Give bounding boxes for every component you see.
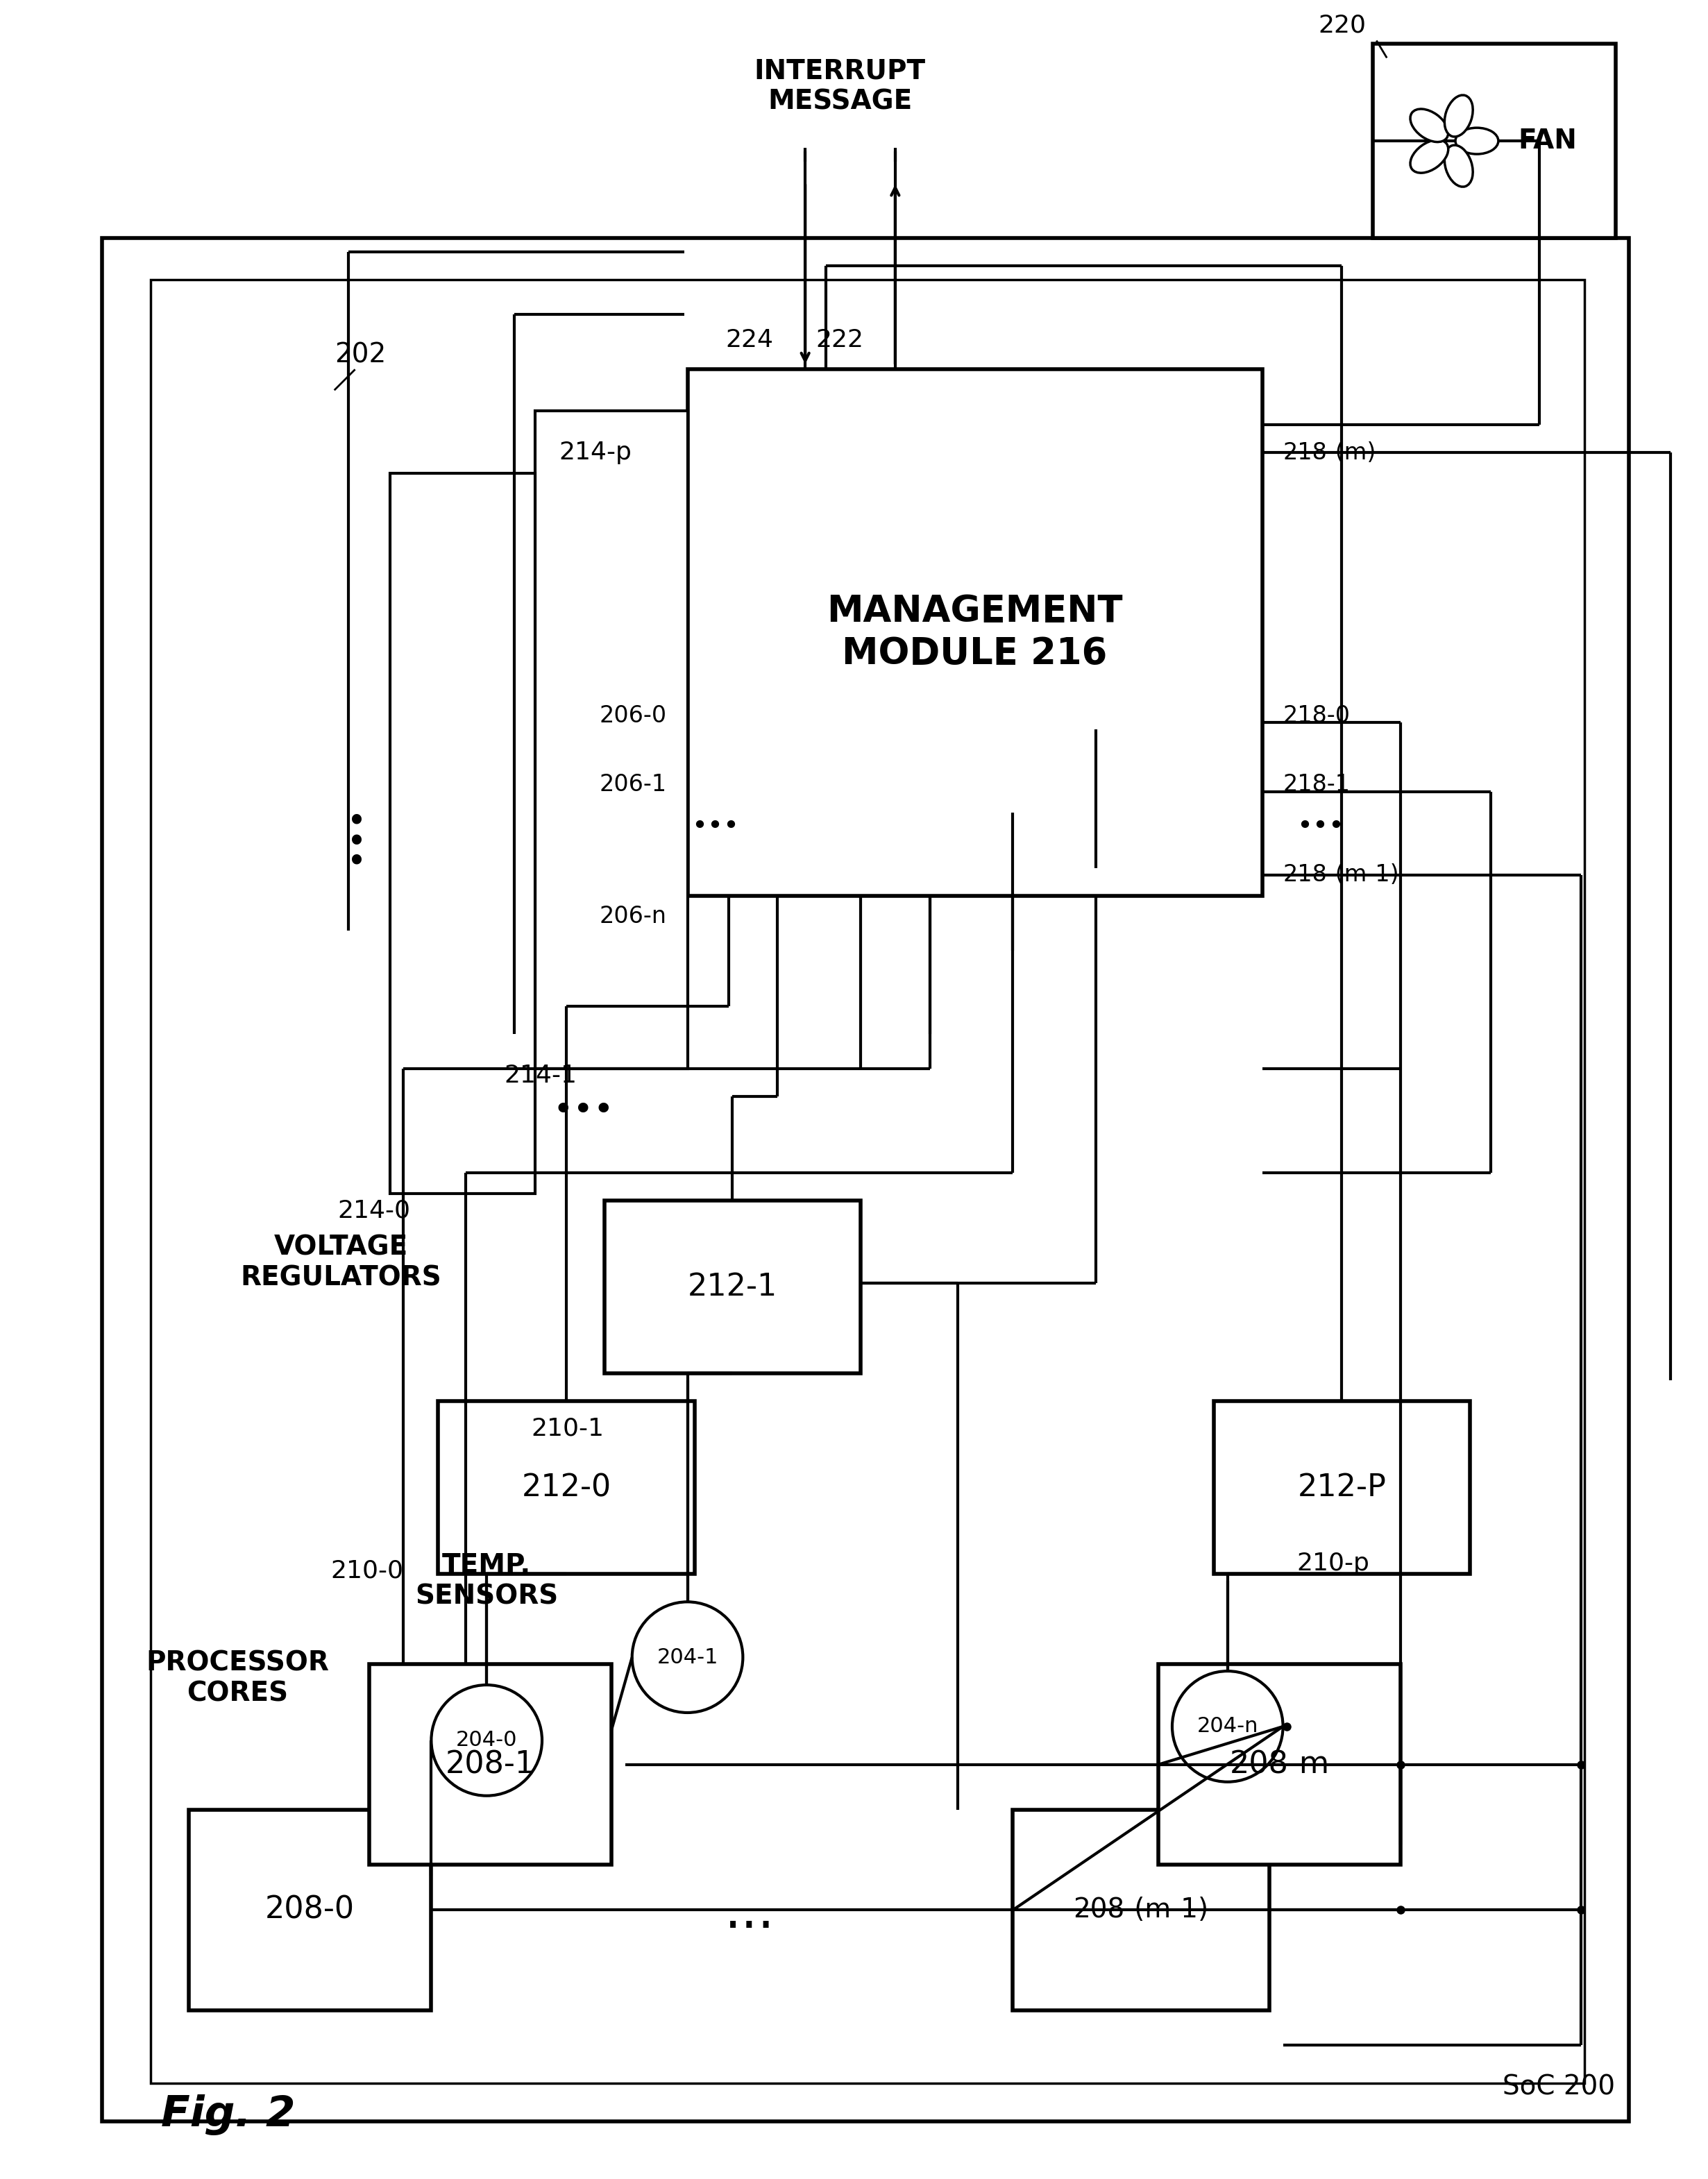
Text: 206-1: 206-1: [600, 774, 666, 795]
Text: •••: •••: [553, 1094, 615, 1127]
Bar: [605, 1201, 861, 1373]
Text: 212-P: 212-P: [1298, 1473, 1387, 1504]
Bar: [369, 1665, 611, 1865]
Text: 214-1: 214-1: [504, 1063, 577, 1087]
Text: TEMP.
SENSORS: TEMP. SENSORS: [415, 1554, 559, 1610]
Text: ...: ...: [724, 1887, 775, 1939]
Text: 214-p: 214-p: [559, 440, 632, 464]
Text: 218-0: 218-0: [1283, 704, 1351, 728]
Text: PROCESSOR
CORES: PROCESSOR CORES: [145, 1650, 330, 1706]
Text: 224: 224: [726, 329, 774, 353]
Text: 218-(m): 218-(m): [1283, 440, 1377, 464]
Text: 208-(m-1): 208-(m-1): [1073, 1896, 1209, 1924]
Ellipse shape: [1411, 109, 1448, 142]
Text: 220: 220: [1319, 13, 1366, 37]
Bar: [389, 473, 535, 1194]
Bar: [190, 1809, 430, 2011]
Text: 218-(m-1): 218-(m-1): [1283, 863, 1399, 887]
Text: INTERRUPT
MESSAGE: INTERRUPT MESSAGE: [753, 59, 926, 115]
Text: VOLTAGE
REGULATORS: VOLTAGE REGULATORS: [241, 1233, 442, 1290]
Text: MANAGEMENT
MODULE 216: MANAGEMENT MODULE 216: [827, 593, 1122, 671]
Text: 208-1: 208-1: [446, 1750, 535, 1780]
Bar: [1158, 1665, 1401, 1865]
Ellipse shape: [1455, 129, 1498, 155]
Bar: [535, 412, 687, 1068]
Text: 212-0: 212-0: [521, 1473, 611, 1504]
Bar: [102, 238, 1629, 2120]
Text: 210-p: 210-p: [1296, 1551, 1370, 1575]
Text: 214-0: 214-0: [338, 1198, 410, 1222]
Text: SoC 200: SoC 200: [1503, 2074, 1616, 2101]
Text: 210-1: 210-1: [531, 1416, 605, 1440]
Text: Fig. 2: Fig. 2: [161, 2094, 295, 2135]
Text: 204-1: 204-1: [658, 1647, 717, 1667]
Bar: [1373, 44, 1616, 238]
Text: 204-n: 204-n: [1197, 1717, 1259, 1737]
Bar: [439, 1401, 695, 1573]
Ellipse shape: [1445, 146, 1472, 187]
Text: 222: 222: [816, 329, 864, 353]
Ellipse shape: [1445, 96, 1472, 137]
Text: •••: •••: [1296, 813, 1344, 839]
Bar: [1214, 1401, 1471, 1573]
Text: •••: •••: [338, 802, 372, 865]
Text: 204-0: 204-0: [456, 1730, 518, 1750]
Ellipse shape: [1411, 139, 1448, 172]
Text: FAN: FAN: [1518, 129, 1576, 155]
Text: 206-0: 206-0: [600, 704, 666, 728]
Bar: [150, 279, 1585, 2083]
Text: 202: 202: [335, 342, 386, 368]
Text: 208-0: 208-0: [265, 1896, 355, 1924]
Text: •••: •••: [692, 813, 740, 839]
Text: 206-n: 206-n: [600, 904, 666, 928]
Bar: [687, 370, 1262, 896]
Text: 208-m: 208-m: [1230, 1750, 1329, 1780]
Text: 212-1: 212-1: [688, 1273, 777, 1301]
Text: 210-0: 210-0: [331, 1558, 403, 1582]
Text: 218-1: 218-1: [1283, 774, 1351, 795]
Bar: [1013, 1809, 1269, 2011]
